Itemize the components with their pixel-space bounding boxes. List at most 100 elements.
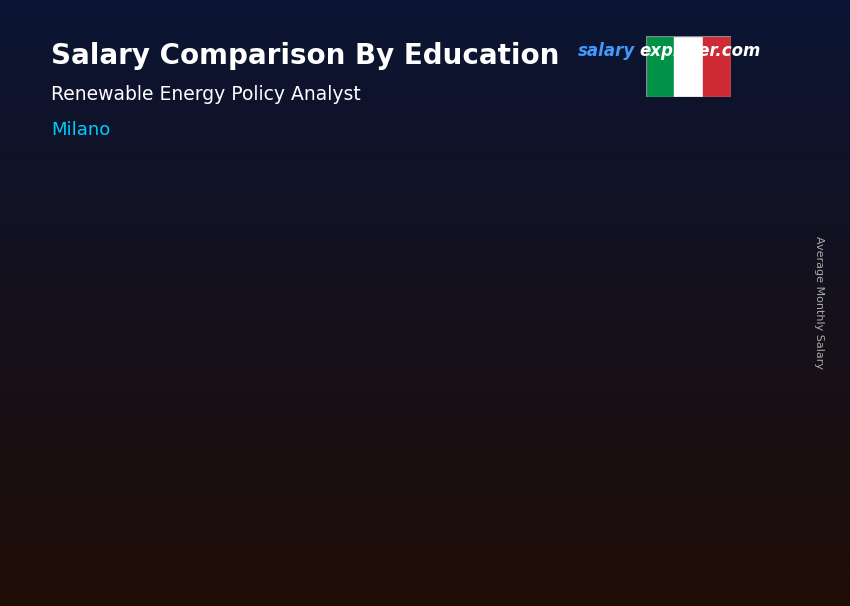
Bar (0, 93, 850, 95)
Bar (103, 419, 177, 421)
Bar (0, 107, 850, 109)
Bar (0, 462, 850, 465)
Bar (0, 87, 850, 89)
Bar (0, 71, 850, 73)
Bar (0, 420, 850, 422)
Bar (237, 507, 311, 510)
Bar (371, 382, 445, 385)
Bar (0, 600, 850, 602)
Bar (639, 457, 713, 463)
Bar (371, 348, 445, 351)
Bar (0, 602, 850, 604)
Bar (0, 438, 850, 441)
Bar (0, 564, 850, 565)
Text: +44%: +44% (446, 204, 504, 222)
Bar (505, 323, 579, 328)
Bar (639, 347, 713, 352)
Bar (103, 481, 177, 483)
Bar (0, 35, 850, 36)
Bar (0, 493, 850, 495)
Text: +18%: +18% (580, 154, 638, 172)
Bar (103, 415, 177, 416)
Bar (0, 235, 850, 236)
Bar (0, 36, 850, 38)
Bar (103, 504, 177, 507)
Bar (371, 436, 445, 440)
Bar (0, 14, 850, 16)
Bar (103, 476, 177, 479)
Bar (639, 364, 713, 370)
Bar (0, 91, 850, 93)
Bar (103, 485, 177, 487)
Bar (710, 224, 716, 515)
Bar (0, 580, 850, 582)
Bar (103, 458, 177, 459)
Bar (505, 456, 579, 461)
Bar (237, 427, 311, 429)
Bar (505, 269, 579, 274)
Bar (639, 276, 713, 282)
Bar (505, 431, 579, 436)
Bar (0, 570, 850, 571)
Bar (0, 477, 850, 479)
Bar (0, 171, 850, 174)
Bar (0, 230, 850, 232)
Bar (0, 453, 850, 454)
Bar (371, 371, 445, 375)
Bar (0, 182, 850, 184)
Bar (0, 487, 850, 489)
Bar (0, 55, 850, 56)
Bar (639, 422, 713, 428)
Bar (505, 411, 579, 416)
Bar (237, 411, 311, 414)
Bar (0, 206, 850, 208)
Bar (0, 247, 850, 248)
Bar (639, 271, 713, 276)
Bar (0, 444, 850, 447)
Bar (371, 491, 445, 494)
Bar (103, 442, 177, 444)
Bar (0, 571, 850, 574)
Bar (237, 393, 311, 396)
Bar (371, 444, 445, 447)
Bar (0, 170, 850, 171)
Bar (371, 457, 445, 461)
Bar (0, 208, 850, 210)
Bar (0, 356, 850, 358)
Bar (237, 464, 311, 467)
Bar (0, 307, 850, 309)
Bar (0, 309, 850, 311)
Bar (639, 387, 713, 393)
Bar (103, 511, 177, 513)
Bar (0, 321, 850, 323)
Bar (0, 159, 850, 162)
Bar (237, 490, 311, 492)
Bar (0, 527, 850, 529)
Bar (0, 50, 850, 53)
Bar (103, 513, 177, 515)
Bar (0, 65, 850, 67)
Bar (371, 355, 445, 358)
Bar (371, 344, 445, 348)
Bar (0, 588, 850, 590)
Bar (639, 480, 713, 486)
Bar (371, 498, 445, 501)
Bar (0, 371, 850, 374)
Bar (0, 519, 850, 521)
Bar (103, 425, 177, 427)
Bar (103, 500, 177, 502)
Bar (0, 410, 850, 412)
Bar (0, 42, 850, 44)
Bar (0, 18, 850, 20)
Bar (505, 501, 579, 505)
Bar (0, 268, 850, 271)
Bar (237, 482, 311, 485)
Bar (103, 455, 177, 458)
Bar (0, 165, 850, 168)
Bar (0, 509, 850, 511)
Bar (0, 497, 850, 499)
Bar (0, 404, 850, 406)
Bar (639, 416, 713, 422)
Bar (103, 453, 177, 455)
Bar (0, 435, 850, 436)
